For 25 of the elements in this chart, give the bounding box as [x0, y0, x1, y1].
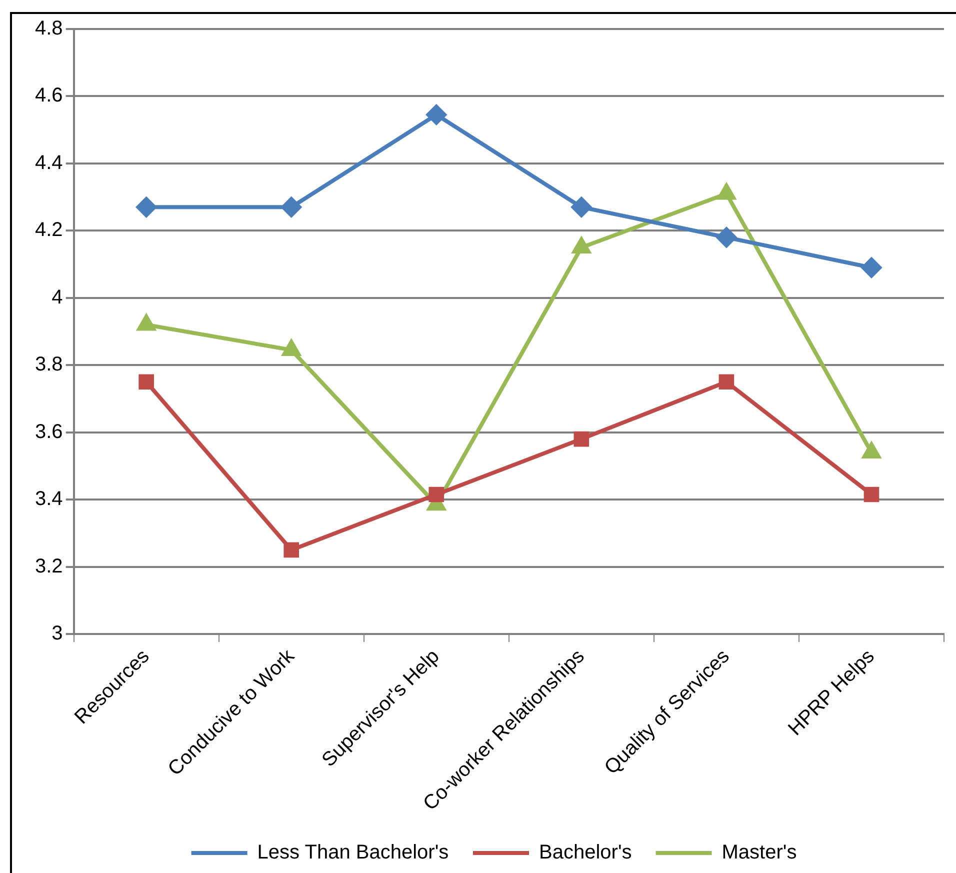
y-tick-label: 4.6	[34, 84, 63, 107]
point	[284, 542, 300, 558]
legend-label: Bachelor's	[539, 842, 632, 864]
point	[281, 197, 302, 218]
point	[138, 374, 154, 390]
point	[136, 197, 156, 218]
legend-label: Less Than Bachelor's	[257, 842, 449, 864]
y-tick-label: 4.2	[34, 219, 63, 242]
y-tick-label: 4.4	[34, 152, 63, 174]
y-tick-label: 3.6	[34, 420, 63, 443]
point	[861, 258, 882, 278]
y-tick-label: 3	[52, 622, 63, 644]
y-tick-label: 3.8	[34, 354, 63, 376]
point	[718, 374, 734, 390]
y-tick-label: 3.4	[34, 488, 63, 510]
point	[426, 104, 446, 125]
point	[428, 486, 444, 502]
y-tick-label: 4	[52, 286, 63, 308]
y-tick-label: 3.2	[34, 555, 63, 578]
point	[571, 197, 592, 218]
legend-label: Master's	[722, 842, 797, 864]
point	[716, 227, 736, 248]
point	[574, 431, 590, 447]
y-tick-label: 4.8	[34, 18, 63, 40]
point	[864, 486, 880, 502]
